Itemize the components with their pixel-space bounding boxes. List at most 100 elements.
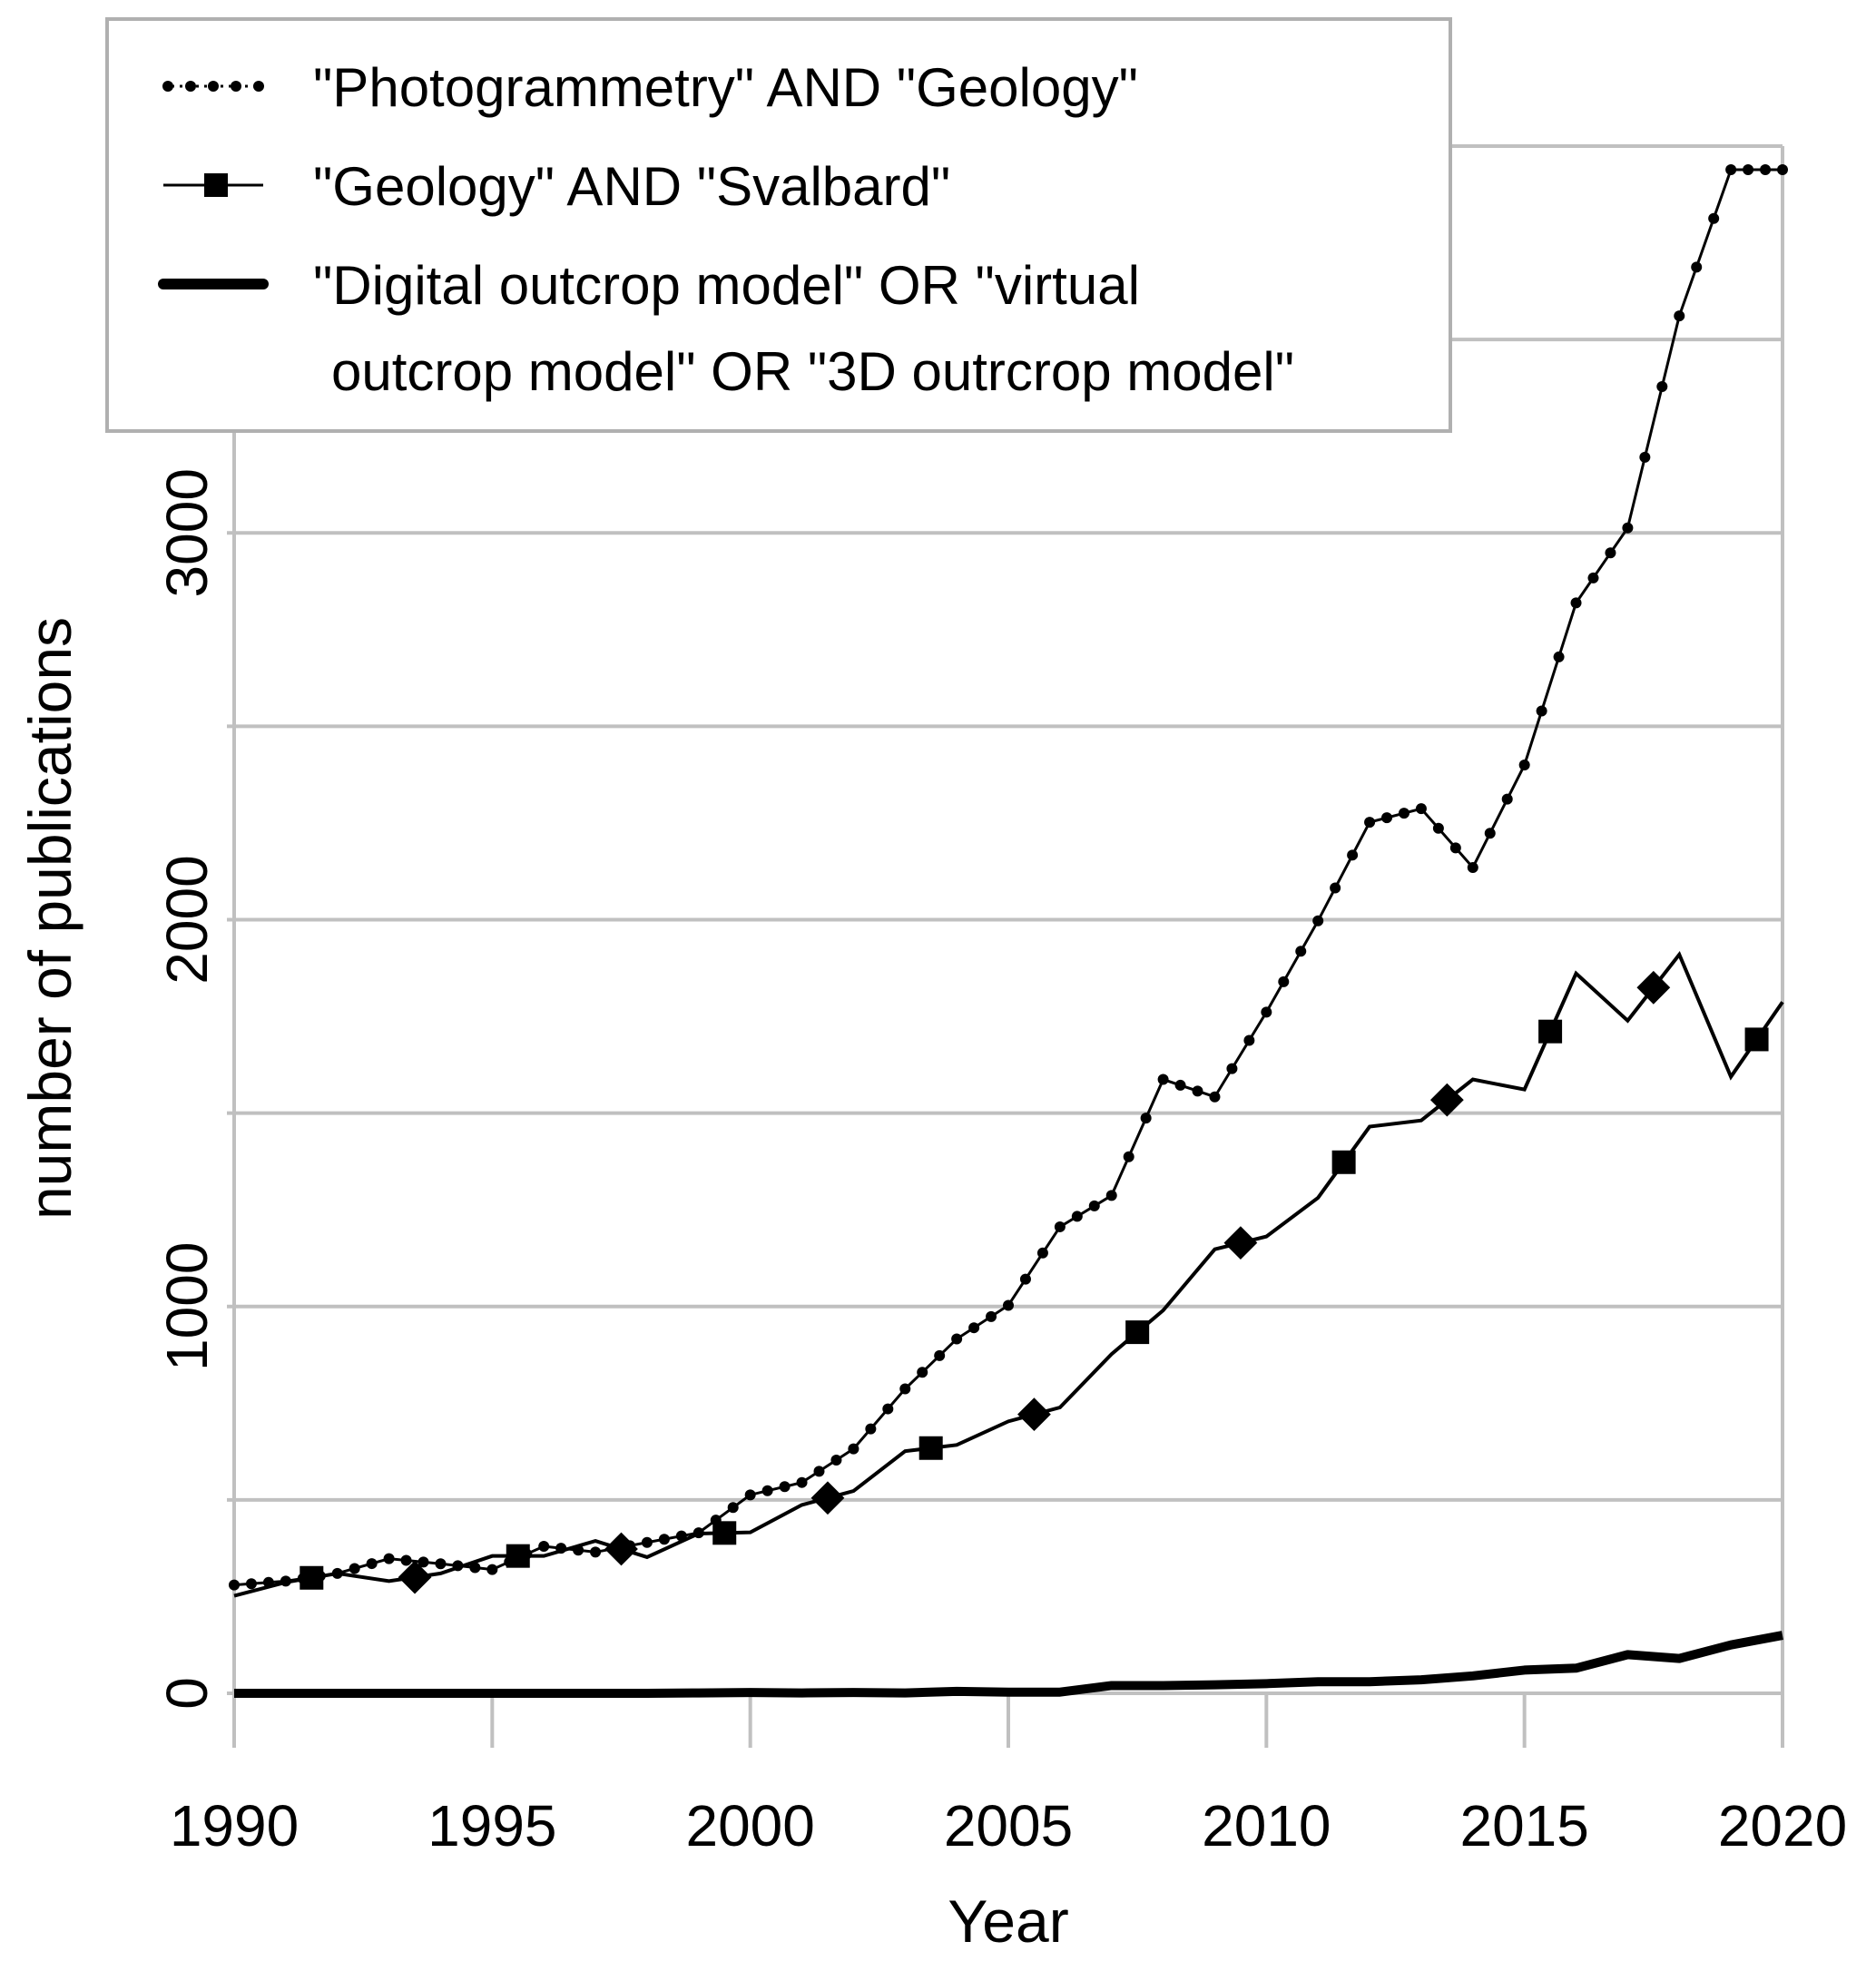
series-marker-photogrammetry <box>245 1578 257 1590</box>
series-marker-photogrammetry <box>1432 822 1444 834</box>
series-marker-photogrammetry <box>1467 861 1478 873</box>
legend-marker-dots <box>162 81 264 92</box>
series-marker-photogrammetry <box>469 1562 481 1574</box>
series-marker-photogrammetry <box>1036 1247 1048 1259</box>
series-marker-photogrammetry <box>1398 808 1409 819</box>
series-marker-photogrammetry <box>917 1367 928 1378</box>
series-marker-svalbard <box>918 1436 943 1460</box>
series-marker-photogrammetry <box>1174 1079 1186 1091</box>
series-marker-photogrammetry <box>986 1310 997 1322</box>
series-marker-photogrammetry <box>951 1333 963 1345</box>
series-marker-photogrammetry <box>761 1485 773 1496</box>
series-line-digital-outcrop <box>234 1631 1783 1698</box>
series-marker-svalbard <box>1331 1150 1356 1174</box>
series-marker-photogrammetry <box>1570 597 1582 609</box>
series-marker-photogrammetry <box>1518 760 1530 770</box>
series-marker-photogrammetry <box>1449 842 1461 854</box>
series-marker-photogrammetry <box>848 1443 859 1455</box>
series-marker-photogrammetry <box>1071 1211 1083 1222</box>
series-marker-photogrammetry <box>1088 1200 1100 1211</box>
y-tick-label: 1000 <box>154 1242 220 1371</box>
legend-label-digital-outcrop-line1: "Digital outcrop model" OR "virtual <box>313 255 1140 316</box>
legend-label-svalbard: "Geology" AND "Svalbard" <box>313 156 950 217</box>
series-marker-photogrammetry <box>486 1564 498 1575</box>
series-marker-photogrammetry <box>400 1554 412 1566</box>
y-axis-title: number of publications <box>16 617 83 1220</box>
series-marker-photogrammetry <box>779 1481 791 1493</box>
series-marker-photogrammetry <box>1243 1034 1255 1046</box>
legend-marker-square <box>204 173 228 197</box>
legend-dot <box>231 81 241 92</box>
series-marker-svalbard <box>398 1560 432 1594</box>
series-marker-svalbard <box>712 1521 737 1545</box>
series-marker-photogrammetry <box>1157 1074 1169 1085</box>
series-marker-photogrammetry <box>417 1556 429 1568</box>
series-marker-photogrammetry <box>366 1558 378 1570</box>
series-marker-photogrammetry <box>1484 828 1496 839</box>
series-marker-photogrammetry <box>934 1349 946 1361</box>
series-marker-svalbard <box>1223 1226 1258 1260</box>
series-marker-photogrammetry <box>968 1322 980 1334</box>
series-marker-photogrammetry <box>1777 164 1788 176</box>
series-marker-photogrammetry <box>830 1454 842 1466</box>
x-tick-label: 2020 <box>1718 1793 1847 1858</box>
series-marker-photogrammetry <box>1105 1190 1117 1201</box>
series-group <box>229 164 1788 1698</box>
series-marker-photogrammetry <box>1278 976 1290 987</box>
y-tick-label: 2000 <box>154 855 220 984</box>
legend-item-photogrammetry: "Photogrammetry" AND "Geology" <box>162 57 1138 118</box>
series-marker-photogrammetry <box>1708 212 1720 224</box>
x-tick-label: 1995 <box>427 1793 556 1858</box>
series-marker-svalbard <box>1538 1019 1563 1044</box>
series-marker-svalbard <box>1125 1320 1150 1345</box>
series-marker-photogrammetry <box>1330 882 1341 894</box>
series-marker-svalbard <box>1017 1397 1051 1432</box>
series-marker-photogrammetry <box>1553 651 1565 662</box>
series-marker-photogrammetry <box>349 1563 360 1574</box>
series-marker-svalbard <box>300 1565 324 1590</box>
series-marker-photogrammetry <box>1639 451 1651 463</box>
series-marker-photogrammetry <box>1415 803 1427 815</box>
series-marker-photogrammetry <box>1622 522 1634 534</box>
legend-item-digital-outcrop: "Digital outcrop model" OR "virtual outc… <box>158 255 1294 402</box>
x-tick-label: 2015 <box>1459 1793 1588 1858</box>
series-marker-photogrammetry <box>1536 705 1547 717</box>
legend-item-svalbard: "Geology" AND "Svalbard" <box>163 156 950 217</box>
legend-label-digital-outcrop-line2: outcrop model" OR "3D outrcrop model" <box>331 341 1294 402</box>
y-tick-label: 3000 <box>154 468 220 597</box>
series-marker-svalbard <box>604 1532 638 1566</box>
series-marker-photogrammetry <box>1674 310 1685 322</box>
series-marker-svalbard <box>506 1544 530 1568</box>
x-tick-label: 2005 <box>944 1793 1073 1858</box>
series-marker-photogrammetry <box>1209 1091 1221 1103</box>
series-marker-photogrammetry <box>1140 1113 1152 1124</box>
series-marker-photogrammetry <box>383 1553 395 1564</box>
x-tick-label: 1990 <box>170 1793 299 1858</box>
series-marker-photogrammetry <box>641 1536 653 1548</box>
series-marker-photogrammetry <box>1605 547 1616 559</box>
series-marker-svalbard <box>1744 1027 1769 1052</box>
series-marker-photogrammetry <box>727 1502 739 1514</box>
series-marker-photogrammetry <box>538 1541 550 1553</box>
series-marker-photogrammetry <box>1054 1221 1066 1232</box>
legend-dot <box>185 81 196 92</box>
series-marker-svalbard <box>1429 1083 1464 1117</box>
series-marker-photogrammetry <box>1760 164 1772 176</box>
x-axis-title: Year <box>948 1887 1068 1955</box>
legend: "Photogrammetry" AND "Geology" "Geology"… <box>105 17 1452 433</box>
legend-dot <box>208 81 219 92</box>
series-marker-photogrammetry <box>1725 164 1737 176</box>
series-marker-photogrammetry <box>813 1466 825 1477</box>
series-marker-photogrammetry <box>658 1534 670 1545</box>
series-marker-photogrammetry <box>1364 817 1376 829</box>
series-marker-svalbard <box>810 1481 845 1515</box>
legend-dot <box>162 81 173 92</box>
series-marker-photogrammetry <box>1019 1273 1031 1285</box>
series-marker-svalbard <box>1636 970 1671 1005</box>
series-marker-photogrammetry <box>1003 1299 1014 1311</box>
series-marker-photogrammetry <box>1587 572 1599 583</box>
series-marker-photogrammetry <box>882 1403 894 1415</box>
series-marker-photogrammetry <box>1295 946 1307 957</box>
series-marker-photogrammetry <box>1743 164 1754 176</box>
